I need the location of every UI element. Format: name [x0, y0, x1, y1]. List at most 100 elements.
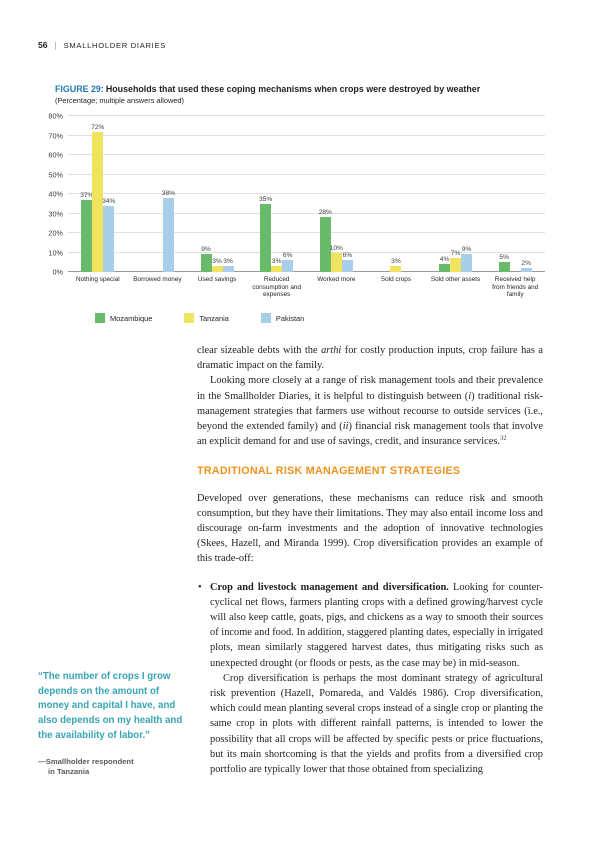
legend-label: Tanzania — [199, 313, 229, 323]
bar-tanzania: 3% — [390, 258, 402, 272]
chart-legend: Mozambique Tanzania Pakistan — [95, 313, 545, 324]
attribution-line-1: —Smallholder respondent — [38, 756, 134, 766]
chart-groups: 37% 72% 34% 38% 9% 3% 3% 35% 3% 6% 28% 10% 6% 3% 4% 7% 9… — [68, 116, 545, 272]
text-segment: i — [468, 390, 472, 402]
y-tick-label: 40% — [48, 189, 63, 199]
paragraph: Looking more closely at a range of risk … — [197, 373, 543, 449]
bar-slot — [401, 116, 412, 272]
bar-slot — [510, 116, 521, 272]
bar-value-label: 7% — [450, 250, 461, 258]
bar-group: 35% 3% 6% — [247, 116, 307, 272]
page-number: 56 — [38, 40, 48, 50]
y-tick-label: 80% — [48, 111, 63, 121]
legend-item-mozambique: Mozambique — [95, 313, 153, 324]
bar-slot: 2% — [520, 116, 532, 272]
gridline — [68, 154, 545, 155]
bar-tanzania: 72% — [91, 124, 104, 272]
category-label: Worked more — [317, 276, 356, 283]
chart-category-labels: Nothing special Borrowed money Used saving… — [68, 276, 545, 299]
bar-group: 37% 72% 34% — [68, 116, 128, 272]
gridline — [68, 193, 545, 194]
chart-inner: 0% 10% 20% 30% 40% 50% 60% 70% 80% 37% 72% 34% 38% 9… — [40, 112, 545, 299]
figure-subtitle: (Percentage; multiple answers allowed) — [55, 96, 184, 105]
y-tick-label: 60% — [48, 150, 63, 160]
bar-slot: 5% — [498, 116, 510, 272]
bar-pakistan: 6% — [341, 252, 353, 272]
figure-title: FIGURE 29: Households that used these cop… — [55, 84, 547, 95]
bar-value-label: 6% — [342, 252, 353, 260]
bar-value-label: 28% — [318, 209, 332, 217]
text-segment: Looking for counter-cyclical net flows, … — [210, 581, 543, 669]
bullet-paragraph: Crop and livestock management and divers… — [210, 580, 543, 671]
bar-value-label: 3% — [223, 258, 233, 266]
text-segment: 32 — [499, 434, 507, 442]
bar-slot — [379, 116, 390, 272]
bar-tanzania: 7% — [450, 250, 462, 272]
bar-group: 38% — [128, 116, 188, 272]
bar-slot: 9% — [461, 116, 473, 272]
bar-mozambique: 28% — [319, 209, 332, 272]
bar-value-label: 4% — [439, 256, 450, 264]
text-segment: clear sizeable debts with the — [197, 345, 322, 356]
category-label: Nothing special — [75, 276, 120, 283]
pull-quote-attribution: —Smallholder respondent in Tanzania — [38, 757, 190, 778]
bar-slot: 7% — [450, 116, 462, 272]
figure-title-text: Households that used these coping mechan… — [105, 84, 481, 94]
bar-value-label: 3% — [271, 258, 282, 266]
bar-value-label: 35% — [259, 195, 273, 203]
bar-pakistan: 3% — [222, 258, 234, 272]
bar-slot: 34% — [102, 116, 115, 272]
y-tick-label: 50% — [48, 170, 63, 179]
bar-value-label: 3% — [212, 258, 222, 266]
category-label: Reduced consumption and expenses — [252, 276, 302, 299]
gridline — [68, 232, 545, 233]
legend-swatch — [260, 313, 271, 324]
bar-pakistan: 38% — [162, 190, 175, 272]
section-heading: TRADITIONAL RISK MANAGEMENT STRATEGIES — [197, 465, 461, 478]
bar-mozambique: 35% — [259, 196, 272, 272]
attribution-line-2: in Tanzania — [48, 767, 90, 777]
bar-mozambique: 4% — [439, 256, 451, 272]
bar-value-label: 3% — [391, 258, 401, 266]
pull-quote: “The number of crops I grow depends on t… — [38, 670, 190, 778]
bar-slot: 10% — [330, 116, 343, 272]
text-segment: Looking more closely at a range of risk … — [197, 375, 543, 402]
bar-group: 4% 7% 9% — [426, 116, 486, 272]
bar-slot: 38% — [162, 116, 175, 272]
chart-y-axis: 0% 10% 20% 30% 40% 50% 60% 70% 80% — [40, 112, 68, 277]
bar-slot: 3% — [211, 116, 223, 272]
gridline — [68, 134, 545, 136]
body-text-column: clear sizeable debts with the arthi for … — [197, 343, 543, 777]
y-tick-label: 10% — [48, 248, 63, 257]
paragraph: Developed over generations, these mechan… — [197, 492, 543, 565]
gridline — [68, 173, 545, 175]
legend-swatch — [95, 313, 105, 324]
category-label: Used savings — [197, 276, 237, 283]
bar-value-label: 37% — [80, 191, 94, 199]
text-segment: ) financial risk management tools that i… — [197, 421, 543, 448]
bar-slot: 4% — [439, 116, 451, 272]
bar-tanzania: 3% — [211, 258, 223, 272]
legend-item-tanzania: Tanzania — [184, 313, 229, 324]
bar-slot: 9% — [200, 116, 212, 272]
category-label: Sold crops — [380, 276, 412, 283]
pull-quote-text: “The number of crops I grow depends on t… — [38, 671, 183, 741]
y-tick-label: 70% — [48, 131, 63, 140]
header-title: SMALLHOLDER DIARIES — [63, 41, 166, 50]
legend-label: Pakistan — [275, 313, 305, 323]
chart-plot: 37% 72% 34% 38% 9% 3% 3% 35% 3% 6% 28% 10% 6% 3% 4% 7% 9… — [68, 115, 545, 272]
bar-value-label: 5% — [499, 254, 509, 262]
gridline — [68, 251, 545, 253]
bar-value-label: 72% — [91, 123, 105, 131]
bullet-paragraph: Crop diversification is perhaps the most… — [210, 672, 543, 776]
bar-group: 5% 2% — [485, 116, 545, 272]
paragraph-continued: clear sizeable debts with the arthi for … — [197, 343, 543, 373]
text-segment: for costly production inputs, crop failu… — [197, 345, 544, 372]
page-header: 56 | SMALLHOLDER DIARIES — [38, 40, 166, 50]
bar-mozambique: 9% — [200, 246, 212, 272]
bar-pakistan: 34% — [102, 198, 115, 272]
gridline — [68, 115, 545, 116]
bar-slot — [141, 116, 152, 272]
legend-label: Mozambique — [110, 313, 153, 323]
gridline — [68, 212, 545, 214]
